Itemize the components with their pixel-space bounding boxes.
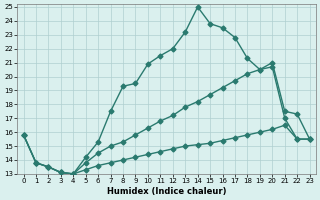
X-axis label: Humidex (Indice chaleur): Humidex (Indice chaleur) [107,187,226,196]
